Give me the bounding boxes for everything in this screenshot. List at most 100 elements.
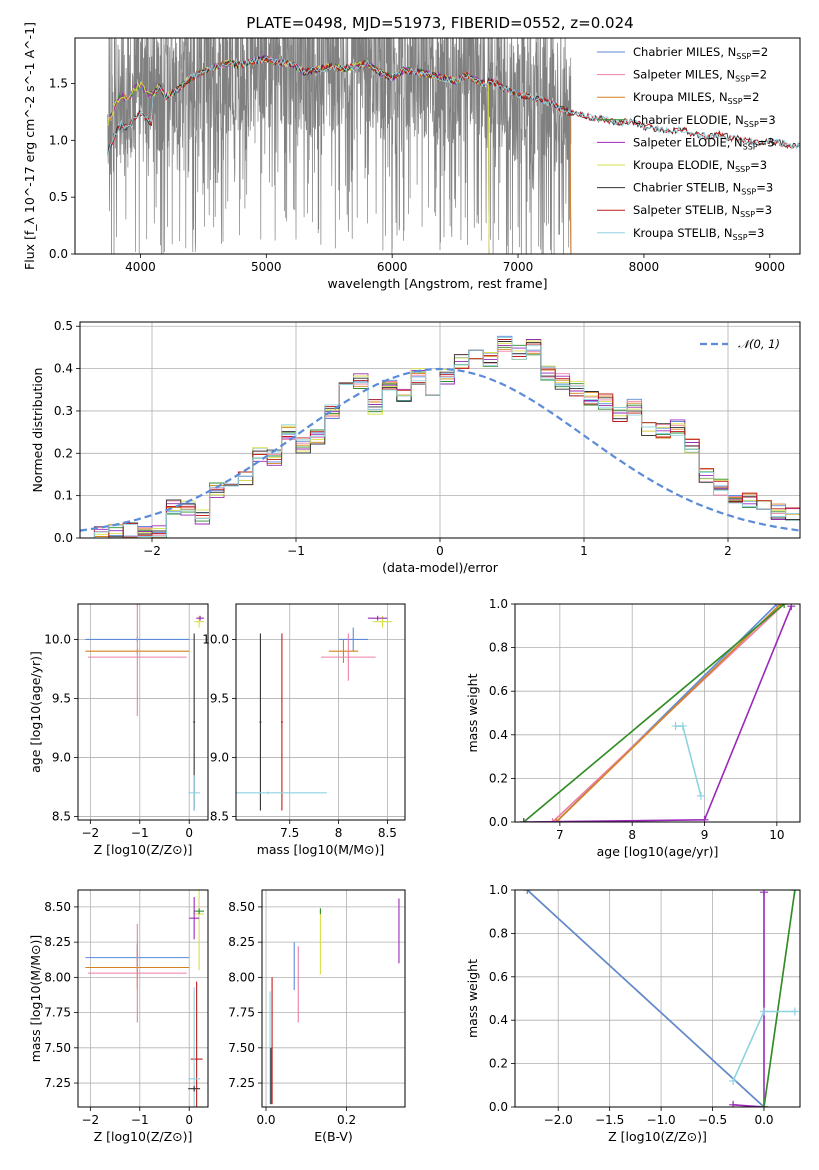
legend-entry: Salpeter STELIB, NSSP=3 [633, 203, 772, 219]
weight_age-ylabel: mass weight [465, 673, 480, 752]
residuals-panel: −2 −1 0 1 2 0.0 0.1 0.2 0.3 0.4 0.5 (data-model)/er… [30, 319, 801, 575]
residuals-xlabel: (data-model)/error [382, 560, 499, 575]
histogram-step [80, 339, 800, 538]
weight_Z-plot-area [523, 890, 799, 1107]
mass_ebv-ytick-label: 8.00 [228, 970, 255, 984]
spectrum-ytick-label: 1.5 [49, 76, 68, 90]
weight_age-xtick-label: 9 [701, 828, 709, 842]
age_mass-ytick-label: 9.0 [210, 750, 229, 764]
age_mass-xlabel: mass [log10(M/M⊙)] [257, 842, 385, 857]
residuals-ytick-label: 0.4 [54, 362, 73, 376]
mass_ebv-plot-area [269, 898, 400, 1105]
age_mass-ytick-label: 10.0 [202, 632, 229, 646]
weight_age-ytick-label: 1.0 [489, 597, 508, 611]
spectrum-xtick-label: 4000 [125, 260, 156, 274]
legend-entry: Chabrier ELODIE, NSSP=3 [633, 113, 776, 129]
residuals-ylabel: Normed distribution [30, 368, 45, 493]
weight_age-xtick-label: 8 [628, 828, 636, 842]
age_Z-xlabel: Z [log10(Z/Z⊙)] [94, 842, 193, 857]
weight_Z-ytick-label: 1.0 [489, 883, 508, 897]
weight_Z-xtick-label: −2.0 [544, 1113, 573, 1127]
model-line [107, 55, 800, 156]
residuals-xtick-label: 0 [436, 544, 444, 558]
weight_Z-ytick-label: 0.8 [489, 926, 508, 940]
weight_Z-frame [514, 889, 801, 1108]
weight_Z-xtick-label: −1.5 [595, 1113, 624, 1127]
legend-entry: Kroupa ELODIE, NSSP=3 [633, 158, 767, 174]
weight-marker [787, 604, 796, 611]
weight_age-xlabel: age [log10(age/yr)] [597, 844, 719, 859]
spectrum-xtick-label: 6000 [377, 260, 408, 274]
residuals-xtick-label: 1 [580, 544, 588, 558]
weight_age-ytick-label: 0.4 [489, 728, 508, 742]
spectrum-ytick-label: 0.0 [49, 247, 68, 261]
histogram-step [80, 339, 800, 538]
age_Z-ytick-label: 9.0 [52, 750, 71, 764]
figure-title: PLATE=0498, MJD=51973, FIBERID=0552, z=0… [246, 14, 633, 32]
legend-entry: 𝒩(0, 1) [738, 337, 780, 351]
histogram-step [80, 340, 800, 538]
mass_ebv-ytick-label: 7.75 [228, 1006, 255, 1020]
spectrum-ytick-label: 0.5 [49, 190, 68, 204]
weight_Z-xlabel: Z [log10(Z/Z⊙)] [608, 1129, 707, 1144]
spectrum-ytick-label: 1.0 [49, 133, 68, 147]
weight-marker [759, 1103, 768, 1107]
residuals-ytick-label: 0.3 [54, 404, 73, 418]
spectrum-xlabel: wavelength [Angstrom, rest frame] [327, 276, 547, 291]
weight-marker [790, 1007, 799, 1016]
weight-line [733, 892, 765, 1107]
mass_Z-ytick-label: 8.00 [44, 970, 71, 984]
weight-marker [678, 722, 687, 731]
weight_age-xtick-label: 7 [556, 828, 564, 842]
weight_age-frame [514, 603, 801, 823]
weight-marker [729, 1100, 738, 1107]
age_Z-panel: −2 −1 0 8.5 9.0 9.5 10.0 Z [log10(Z/Z⊙)] age [lo… [28, 603, 209, 857]
age_mass-plot-area [236, 615, 393, 811]
legend-entry: Salpeter ELODIE, NSSP=3 [633, 135, 775, 151]
weight-marker [696, 791, 705, 800]
age_Z-plot-area [85, 604, 205, 811]
normal-curve [80, 367, 800, 532]
age_Z-ylabel: age [log10(age/yr)] [28, 651, 43, 773]
mass_Z-ytick-label: 8.25 [44, 935, 71, 949]
legend-entry: Chabrier STELIB, NSSP=3 [633, 181, 773, 197]
age_mass-xtick-label: 8 [335, 826, 343, 840]
age_mass-xtick-label: 8.5 [378, 826, 397, 840]
weight_age-plot-area [519, 604, 796, 822]
histogram-step [80, 341, 800, 538]
weight_age-ytick-label: 0.0 [489, 815, 508, 829]
weight-line [675, 725, 702, 797]
age_mass-panel: 7.5 8 8.5 8.5 9.0 9.5 10.0 mass [log10(M/M⊙)] [202, 603, 406, 857]
legend-entry: Kroupa MILES, NSSP=2 [633, 90, 759, 106]
mass_Z-xtick-label: 0 [185, 1113, 193, 1127]
mass_ebv-frame [261, 889, 406, 1108]
residuals-xtick-label: 2 [724, 544, 732, 558]
mass_ebv-xtick-label: 0.0 [256, 1113, 275, 1127]
spectrum-plot-area [107, 38, 800, 254]
residuals-xtick-label: −2 [143, 544, 161, 558]
mass_Z-ytick-label: 8.50 [44, 900, 71, 914]
mass_Z-xtick-label: −1 [131, 1113, 149, 1127]
weight-marker [700, 815, 709, 822]
residuals-frame [79, 321, 801, 539]
weight_age-panel: 7 8 9 10 0.0 0.2 0.4 0.6 0.8 1.0 age [log10(age/yr… [465, 597, 801, 859]
spectrum-xtick-label: 5000 [251, 260, 282, 274]
weight-line [523, 605, 793, 822]
weight_age-xtick-label: 10 [769, 828, 784, 842]
spectrum-panel: 4000 5000 6000 7000 8000 9000 0.0 0.5 1.0 1.5 wave… [22, 22, 801, 291]
mass_Z-ytick-label: 7.50 [44, 1041, 71, 1055]
mass_ebv-ytick-label: 8.25 [228, 935, 255, 949]
weight-marker [671, 722, 680, 731]
weight-marker [729, 1076, 738, 1085]
weight-marker [790, 890, 799, 894]
age_Z-xtick-label: 0 [185, 826, 193, 840]
mass_ebv-ytick-label: 7.25 [228, 1076, 255, 1090]
mass_Z-ytick-label: 7.25 [44, 1076, 71, 1090]
mass_Z-plot-area [85, 890, 205, 1107]
weight_Z-xtick-label: −0.5 [698, 1113, 727, 1127]
mass_Z-panel: −2 −1 0 7.25 7.50 7.75 8.00 8.25 8.50 Z [log10(Z/… [28, 889, 209, 1144]
age_Z-xtick-label: −2 [82, 826, 100, 840]
spectrum-ylabel: Flux [f_λ 10^-17 erg cm^-2 s^-1 A^-1] [22, 22, 37, 270]
weight-marker [759, 890, 768, 897]
